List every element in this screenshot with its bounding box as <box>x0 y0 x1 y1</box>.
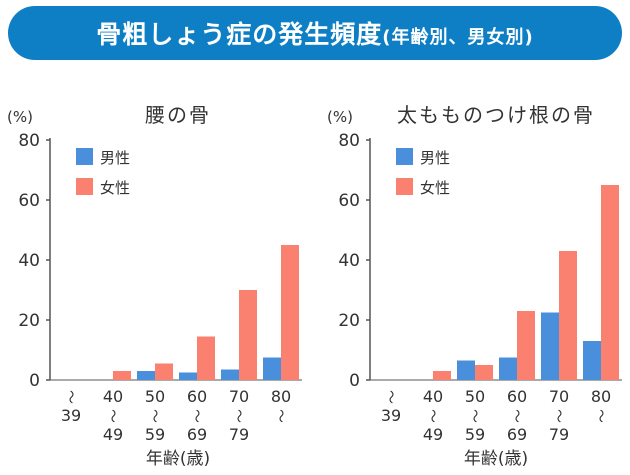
x-tick-label: 〜 <box>592 409 608 423</box>
bar-male <box>179 372 197 380</box>
legend-label: 男性 <box>100 149 130 167</box>
legend-label: 女性 <box>420 179 450 197</box>
x-tick-label: 〜 <box>146 409 162 423</box>
x-tick-label: 80 <box>271 387 291 406</box>
x-tick-label: 79 <box>549 425 569 444</box>
legend-swatch-male <box>396 148 413 165</box>
x-axis-label: 年齢(歳) <box>464 449 528 469</box>
x-tick-label: 〜 <box>508 409 524 423</box>
bar-male <box>137 371 155 380</box>
title-banner: 骨粗しょう症の発生頻度(年齢別、男女別) <box>8 6 622 60</box>
x-tick-label: 49 <box>423 425 443 444</box>
y-tick-label: 80 <box>338 131 360 151</box>
x-tick-label: 50 <box>465 387 485 406</box>
x-tick-label: 〜 <box>272 409 288 423</box>
legend-swatch-female <box>396 178 413 195</box>
y-tick-label: 40 <box>18 251 40 271</box>
y-tick-label: 0 <box>29 371 40 391</box>
x-tick-label: 70 <box>549 387 569 406</box>
bar-male <box>541 312 559 380</box>
y-tick-label: 0 <box>349 371 360 391</box>
bar-male <box>499 357 517 380</box>
legend-label: 女性 <box>100 179 130 197</box>
x-tick-label: 〜 <box>382 390 398 404</box>
x-tick-label: 49 <box>103 425 123 444</box>
x-tick-label: 59 <box>145 425 165 444</box>
bar-male <box>263 357 281 380</box>
x-tick-label: 40 <box>423 387 443 406</box>
charts-area: (%) 腰の骨 0 20 40 60 80 〜 39 40 〜 49 50 〜 59 60 〜 69 70 〜 79 80… <box>0 80 630 471</box>
x-tick-label: 〜 <box>62 390 78 404</box>
legend-label: 男性 <box>420 149 450 167</box>
x-tick-label: 60 <box>507 387 527 406</box>
x-tick-label: 〜 <box>230 409 246 423</box>
x-tick-label: 40 <box>103 387 123 406</box>
y-tick-label: 80 <box>18 131 40 151</box>
legend-swatch-male <box>76 148 93 165</box>
page-title: 骨粗しょう症の発生頻度 <box>96 20 383 49</box>
x-axis-label: 年齢(歳) <box>146 449 210 469</box>
bar-male <box>583 341 601 380</box>
bar-female <box>113 371 131 380</box>
x-tick-label: 59 <box>465 425 485 444</box>
y-tick-label: 20 <box>338 311 360 331</box>
bar-female <box>475 365 493 380</box>
x-tick-label: 69 <box>187 425 207 444</box>
bar-male <box>457 360 475 380</box>
x-tick-label: 〜 <box>424 409 440 423</box>
x-tick-label: 〜 <box>104 409 120 423</box>
x-tick-label: 79 <box>229 425 249 444</box>
y-unit-label: (%) <box>7 108 33 126</box>
x-tick-label: 〜 <box>188 409 204 423</box>
y-tick-label: 60 <box>18 191 40 211</box>
x-tick-label: 70 <box>229 387 249 406</box>
x-tick-label: 60 <box>187 387 207 406</box>
x-tick-label: 〜 <box>550 409 566 423</box>
x-tick-label: 69 <box>507 425 527 444</box>
chart-2: (%) 太もものつけ根の骨 0 20 40 60 80 〜 39 40 〜 49 50 〜 59 60 〜 69 7… <box>327 103 622 469</box>
y-tick-label: 20 <box>18 311 40 331</box>
y-tick-label: 60 <box>338 191 360 211</box>
legend-swatch-female <box>76 178 93 195</box>
x-tick-label: 39 <box>61 406 81 425</box>
x-tick-label: 50 <box>145 387 165 406</box>
x-tick-label: 39 <box>381 406 401 425</box>
bar-female <box>601 185 619 380</box>
chart-title: 腰の骨 <box>145 103 211 127</box>
bar-female <box>281 245 299 380</box>
bar-female <box>433 371 451 380</box>
charts-svg: (%) 腰の骨 0 20 40 60 80 〜 39 40 〜 49 50 〜 59 60 〜 69 70 〜 79 80… <box>7 103 622 469</box>
y-tick-label: 40 <box>338 251 360 271</box>
bar-female <box>559 251 577 380</box>
bar-female <box>155 363 173 380</box>
page-subtitle: (年齢別、男女別) <box>382 27 534 48</box>
x-tick-label: 〜 <box>466 409 482 423</box>
bar-male <box>221 369 239 380</box>
chart-1: (%) 腰の骨 0 20 40 60 80 〜 39 40 〜 49 50 〜 59 60 〜 69 70 〜 79 80… <box>7 103 302 469</box>
chart-title: 太もものつけ根の骨 <box>397 103 595 127</box>
bar-female <box>239 290 257 380</box>
x-tick-label: 80 <box>591 387 611 406</box>
bar-female <box>197 336 215 380</box>
y-unit-label: (%) <box>327 108 353 126</box>
bar-female <box>517 311 535 380</box>
